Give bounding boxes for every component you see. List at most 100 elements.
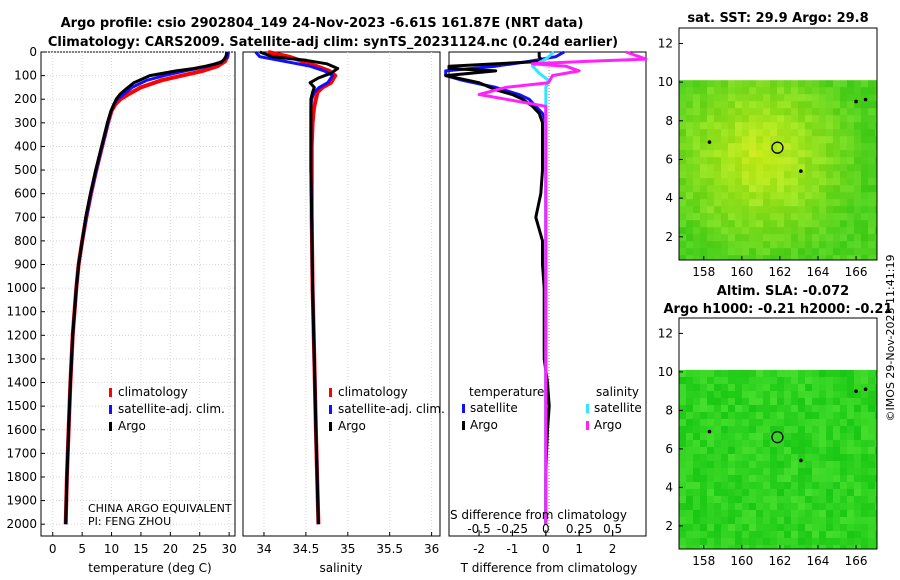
map-cell [847, 530, 855, 539]
map-cell [826, 157, 834, 165]
map-cell [735, 248, 743, 256]
map-cell [791, 432, 799, 441]
map-cell [812, 425, 820, 434]
map-cell [868, 164, 876, 172]
map-cell [861, 530, 869, 539]
map-cell [749, 481, 757, 490]
map-cell [700, 122, 708, 130]
map-frame [678, 27, 878, 261]
map-cell [798, 509, 806, 518]
map-cell [812, 157, 820, 165]
y-tick-label: 1000 [6, 281, 37, 295]
map-cell [693, 94, 701, 102]
map-cell [868, 171, 876, 179]
legend-argo: Argo [338, 419, 366, 433]
map-cell [721, 411, 729, 420]
map-cell [693, 220, 701, 228]
map-cell [847, 199, 855, 207]
map-cell [770, 227, 778, 235]
map-cell [742, 227, 750, 235]
map-cell [819, 87, 827, 95]
map-cell [875, 115, 878, 123]
map-cell [770, 369, 778, 378]
map-cell [693, 376, 701, 385]
map-cell [693, 369, 701, 378]
map-cell [875, 509, 878, 518]
map-cell [798, 488, 806, 497]
map-cell [854, 376, 862, 385]
map-cell [833, 101, 841, 109]
map-cell [714, 115, 722, 123]
map-cell [756, 143, 764, 151]
map-cell [875, 143, 878, 151]
map-cell [798, 108, 806, 116]
map-cell [784, 474, 792, 483]
map-cell [756, 523, 764, 532]
map-cell [686, 248, 694, 256]
map-cell [798, 234, 806, 242]
legend-salinity-heading: salinity [596, 385, 639, 399]
map-cell [728, 453, 736, 462]
map-cell [721, 523, 729, 532]
map-cell [861, 157, 869, 165]
map-cell [868, 241, 876, 249]
map-cell [749, 248, 757, 256]
map-cell [700, 157, 708, 165]
map-cell [777, 530, 785, 539]
map-cell [756, 411, 764, 420]
map-cell [861, 178, 869, 186]
map-cell [707, 171, 715, 179]
map-cell [875, 87, 878, 95]
map-cell [749, 544, 757, 550]
map-cell [854, 206, 862, 214]
map-cell [686, 192, 694, 200]
map-cell [693, 418, 701, 427]
map-cell [840, 143, 848, 151]
map-cell [854, 369, 862, 378]
map-cell [798, 544, 806, 550]
map-cell [714, 192, 722, 200]
map-cell [735, 411, 743, 420]
y-tick-label: 1100 [6, 305, 37, 319]
map-cell [847, 383, 855, 392]
map-cell [693, 453, 701, 462]
map-cell [763, 516, 771, 525]
map-cell [700, 108, 708, 116]
map-cell [854, 467, 862, 476]
map-cell [854, 178, 862, 186]
map-cell [833, 439, 841, 448]
map-cell [791, 467, 799, 476]
map-cell [812, 530, 820, 539]
map-cell [819, 199, 827, 207]
map-cell [700, 432, 708, 441]
map-cell [777, 220, 785, 228]
map-cell [686, 383, 694, 392]
map-cell [861, 185, 869, 193]
map-cell [840, 87, 848, 95]
map-cell [784, 206, 792, 214]
map-cell [777, 164, 785, 172]
map-cell [833, 481, 841, 490]
map-cell [763, 220, 771, 228]
map-cell [805, 94, 813, 102]
map-cell [847, 481, 855, 490]
map-cell [714, 530, 722, 539]
map-cell [812, 418, 820, 427]
map-cell [812, 446, 820, 455]
map-cell [749, 495, 757, 504]
map-cell [693, 185, 701, 193]
map-cell [700, 488, 708, 497]
map-cell [826, 241, 834, 249]
map-cell [875, 460, 878, 469]
legend-t-argo-mark [462, 421, 465, 430]
map-cell [777, 143, 785, 151]
map-cell [700, 234, 708, 242]
map-cell [805, 234, 813, 242]
map-cell [693, 397, 701, 406]
map-cell [861, 234, 869, 242]
map-cell [805, 220, 813, 228]
map-cell [777, 129, 785, 137]
map-cell [812, 164, 820, 172]
map-cell [819, 453, 827, 462]
map-cell [700, 516, 708, 525]
